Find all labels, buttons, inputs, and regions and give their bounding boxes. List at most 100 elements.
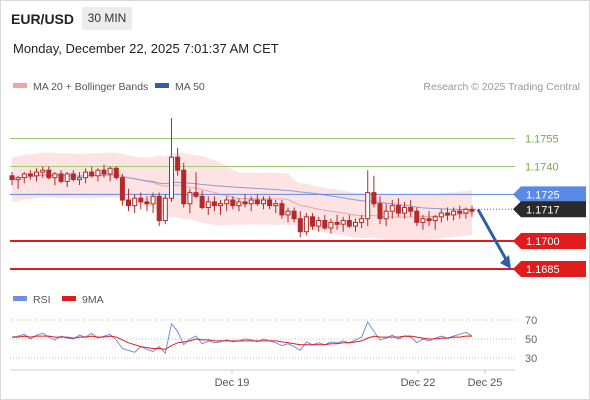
- candle-body: [328, 221, 334, 229]
- last-price-label: 1.1717: [526, 204, 560, 216]
- candle-body: [230, 199, 236, 207]
- candle-body: [132, 197, 138, 207]
- candle-body: [181, 169, 187, 205]
- candle-body: [236, 201, 242, 207]
- candle-body: [322, 220, 328, 229]
- candle-body: [285, 210, 291, 216]
- candle-body: [193, 192, 199, 197]
- candle-body: [70, 173, 76, 180]
- ma50-legend-label: MA 50: [175, 81, 205, 93]
- candle-body: [162, 197, 168, 222]
- candle-body: [101, 169, 107, 175]
- ma50-line: [11, 174, 473, 211]
- candle-body: [21, 173, 27, 179]
- chart-header: EUR/USD 30 MIN: [0, 0, 590, 36]
- last-price-label-box: [513, 201, 586, 218]
- rsi-tick-label: 30: [525, 353, 537, 365]
- candle-body: [377, 203, 383, 220]
- candle-body: [359, 218, 365, 223]
- candle-body: [279, 203, 285, 216]
- rsi-legend-swatch: [13, 296, 27, 301]
- candle-body: [254, 199, 260, 205]
- ma50-legend-swatch: [155, 83, 169, 88]
- candle-body: [46, 169, 52, 179]
- candle-body: [402, 207, 407, 214]
- candles-layer: [9, 118, 511, 269]
- candle-body: [432, 216, 438, 222]
- candle-body: [457, 210, 463, 214]
- time-tick-label: Dec 22: [401, 377, 436, 389]
- rsi-ma-legend-label: 9MA: [82, 294, 104, 306]
- candle-body: [469, 208, 475, 212]
- time-tick-label: Dec 19: [215, 377, 250, 389]
- candle-body: [414, 210, 420, 223]
- candle-body: [205, 201, 211, 208]
- candle-body: [438, 212, 444, 218]
- candle-body: [426, 218, 432, 222]
- candle-body: [267, 199, 273, 207]
- candle-body: [156, 195, 162, 222]
- forecast-arrow-head: [500, 254, 511, 269]
- candle-body: [340, 220, 346, 225]
- candle-body: [95, 169, 101, 177]
- rsi-tick-label: 70: [525, 315, 537, 327]
- time-axis: Dec 19 Dec 22 Dec 25: [215, 370, 502, 389]
- datetime-label: Monday, December 22, 2025 7:01:37 AM CET: [13, 41, 279, 56]
- copyright-label: Research © 2025 Trading Central: [423, 81, 580, 93]
- levels-layer: 1.1755 1.1740 1.1725 1.1717 1.1700 1.1685: [10, 134, 586, 277]
- candle-body: [303, 216, 309, 233]
- bollinger-band-fill: [12, 152, 472, 240]
- candle-body: [27, 173, 33, 177]
- rsi-tick-label: 50: [525, 334, 537, 346]
- candle-body: [261, 199, 266, 205]
- candle-body: [408, 207, 414, 212]
- candle-body: [297, 218, 303, 233]
- candle-body: [383, 210, 389, 220]
- candle-body: [365, 192, 371, 220]
- candle-body: [52, 173, 58, 179]
- candle-body: [420, 218, 426, 223]
- support-label: 1.1700: [526, 236, 560, 248]
- rsi-panel: 70 50 30: [10, 315, 537, 365]
- candle-body: [371, 192, 377, 205]
- candle-body: [334, 221, 340, 225]
- candle-body: [187, 192, 193, 205]
- rsi-legend-label: RSI: [33, 294, 51, 306]
- candle-body: [224, 199, 230, 205]
- support-label: 1.1685: [526, 264, 560, 276]
- candle-body: [242, 201, 248, 205]
- pivot-label: 1.1725: [526, 189, 560, 201]
- pivot-label-box: [513, 186, 586, 203]
- candle-body: [34, 171, 39, 177]
- candle-body: [107, 167, 113, 175]
- support-label-box: [513, 261, 586, 277]
- candle-body: [445, 212, 450, 216]
- symbol-label: EUR/USD: [11, 11, 75, 27]
- timeframe-button[interactable]: 30 MIN: [82, 7, 132, 30]
- candle-body: [64, 173, 70, 182]
- candle-body: [9, 175, 15, 181]
- candle-body: [211, 201, 217, 207]
- candle-body: [119, 177, 125, 201]
- rsi-ma-line: [12, 335, 472, 350]
- resistance-label: 1.1740: [525, 162, 559, 174]
- candle-body: [77, 177, 82, 181]
- candle-body: [138, 197, 144, 203]
- candle-body: [83, 171, 89, 179]
- resistance-label: 1.1755: [525, 134, 559, 146]
- rsi-ma-legend-swatch: [62, 296, 76, 301]
- candle-body: [395, 205, 401, 214]
- candle-body: [389, 205, 395, 212]
- bollinger-band-layer: [11, 152, 473, 240]
- candle-body: [15, 177, 21, 181]
- ma20-legend-swatch: [13, 83, 27, 88]
- candle-body: [310, 216, 315, 227]
- ma20-legend-label: MA 20 + Bollinger Bands: [33, 81, 148, 93]
- candle-body: [353, 221, 358, 227]
- candle-body: [199, 195, 205, 209]
- candle-body: [451, 210, 457, 216]
- candle-body: [150, 195, 156, 205]
- support-label-box: [513, 233, 586, 249]
- candle-body: [58, 173, 64, 182]
- candle-body: [291, 210, 297, 220]
